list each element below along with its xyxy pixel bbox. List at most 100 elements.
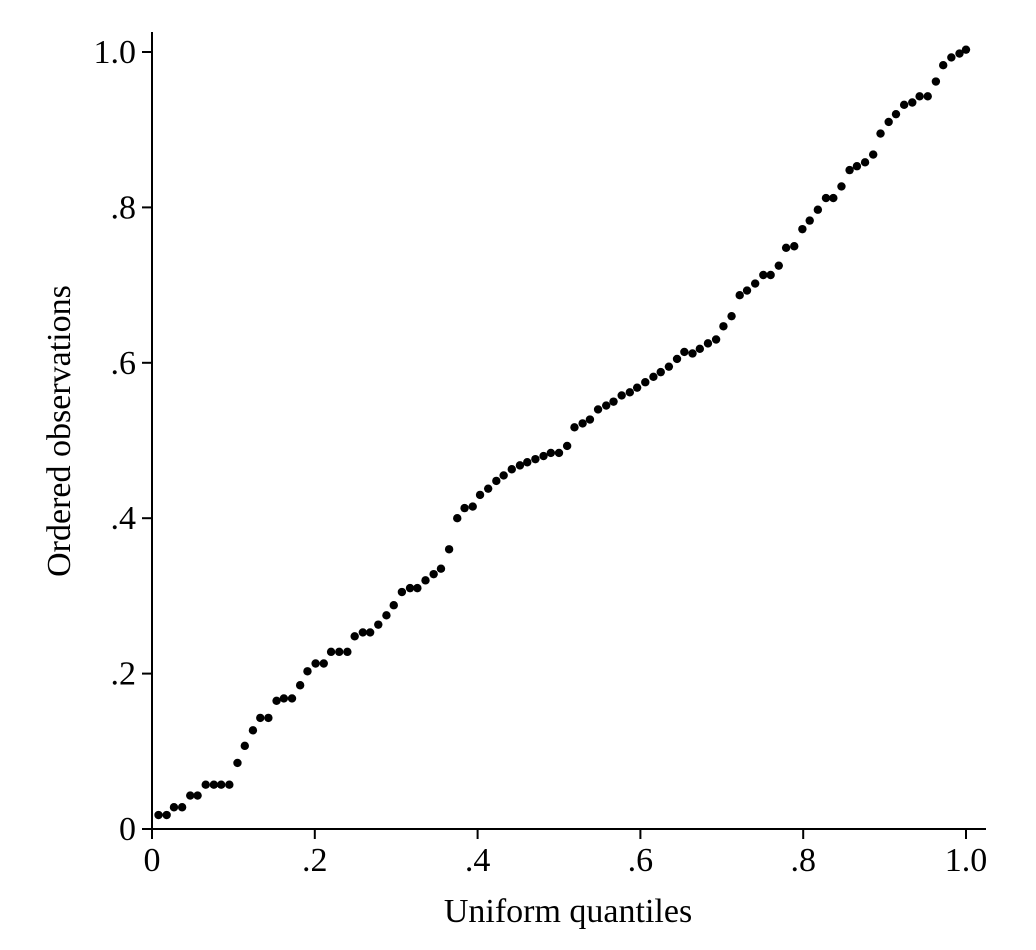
data-point — [365, 628, 375, 637]
data-point — [319, 659, 328, 668]
data-point — [625, 388, 635, 397]
data-point — [460, 503, 469, 513]
data-point — [531, 454, 540, 464]
data-point — [162, 810, 171, 820]
axes — [151, 32, 986, 830]
data-point — [539, 451, 548, 461]
data-point — [546, 448, 556, 458]
data-point — [264, 713, 273, 723]
data-point — [711, 335, 721, 344]
x-tick-label: 1.0 — [945, 842, 988, 879]
data-point — [656, 367, 665, 377]
data-point — [766, 270, 775, 280]
data-point — [688, 349, 697, 358]
x-tick-label: 0 — [144, 842, 161, 879]
data-point — [256, 713, 265, 723]
data-point — [742, 286, 752, 295]
data-point — [177, 803, 187, 812]
y-tick-label: 1.0 — [94, 34, 137, 71]
y-ticks: 0 .2 .4 .6 .8 1.0 — [94, 34, 152, 848]
data-point — [915, 92, 924, 101]
data-point — [947, 53, 956, 62]
data-point — [554, 448, 564, 458]
data-point — [295, 681, 305, 690]
data-point — [413, 583, 422, 593]
data-point — [429, 569, 438, 579]
data-point — [609, 397, 618, 406]
data-point — [193, 791, 202, 800]
data-point — [507, 465, 516, 474]
data-point — [358, 628, 368, 637]
data-point — [382, 611, 391, 620]
data-point — [790, 242, 799, 251]
data-point — [578, 419, 587, 428]
data-point — [492, 476, 501, 486]
data-point — [955, 49, 964, 58]
data-point — [389, 601, 398, 610]
data-point — [813, 205, 823, 214]
data-point — [201, 780, 210, 789]
data-point — [617, 391, 626, 400]
data-point — [735, 291, 744, 300]
data-point — [515, 461, 525, 470]
x-axis-title: Uniform quantiles — [444, 893, 692, 930]
data-point — [805, 216, 814, 225]
data-point — [562, 441, 572, 451]
y-tick-label: .2 — [111, 656, 137, 693]
data-point — [335, 647, 344, 657]
data-point — [672, 354, 682, 364]
data-point — [750, 279, 760, 288]
data-point — [774, 261, 783, 270]
data-point — [326, 647, 336, 657]
data-point — [649, 372, 658, 381]
data-point — [845, 165, 854, 175]
data-point — [154, 810, 163, 820]
data-point — [891, 109, 901, 119]
data-point — [923, 92, 932, 101]
data-point — [719, 322, 728, 331]
data-point — [311, 659, 320, 668]
data-point — [405, 583, 415, 593]
data-point — [303, 667, 312, 676]
data-point — [240, 741, 249, 751]
data-point — [272, 696, 281, 705]
x-tick-label: .8 — [790, 842, 816, 879]
data-point — [287, 694, 297, 703]
data-point — [468, 502, 477, 511]
data-point — [703, 339, 713, 348]
data-point — [593, 405, 603, 414]
data-point — [961, 45, 971, 54]
data-point — [695, 344, 705, 354]
data-point — [680, 347, 689, 357]
data-point — [821, 193, 831, 203]
data-point — [781, 243, 791, 253]
data-point — [444, 545, 454, 554]
data-point — [585, 415, 595, 424]
data-point — [186, 791, 195, 800]
data-point — [499, 471, 508, 480]
data-point — [908, 98, 917, 107]
y-axis-title: Ordered observations — [41, 285, 78, 577]
data-point — [483, 484, 493, 493]
data-point — [397, 587, 407, 597]
y-tick-label: .4 — [111, 500, 137, 537]
data-point — [664, 362, 674, 371]
data-point — [570, 423, 579, 432]
y-tick-label: 0 — [119, 811, 136, 848]
data-point — [343, 647, 352, 657]
data-point — [248, 726, 258, 735]
data-point — [727, 311, 736, 321]
data-point — [475, 490, 485, 500]
y-tick-label: .8 — [111, 189, 137, 226]
data-point — [216, 780, 226, 789]
data-point — [374, 620, 383, 629]
data-point — [225, 780, 234, 789]
data-point — [829, 193, 838, 203]
x-tick-label: .6 — [628, 842, 654, 879]
data-point — [837, 182, 846, 191]
data-point — [869, 150, 878, 159]
data-point — [884, 117, 893, 127]
data-point — [233, 758, 242, 768]
data-points — [154, 45, 971, 820]
